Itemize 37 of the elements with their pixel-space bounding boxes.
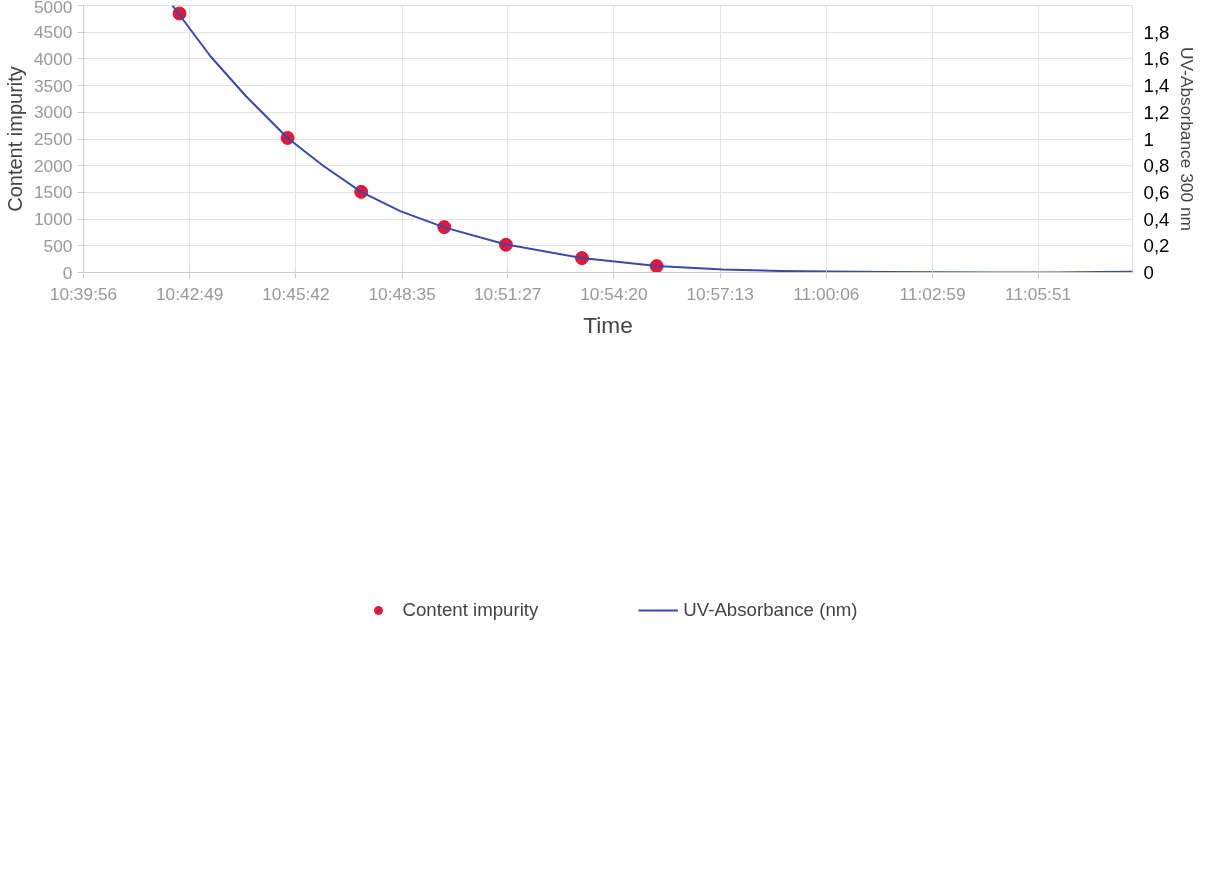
legend-label: Content impurity	[402, 599, 539, 621]
y-tick-label: 4500	[33, 22, 73, 43]
y-tick-label: 2000	[33, 155, 73, 176]
x-tick-label: 10:39:56	[49, 283, 118, 304]
y2-tick-label: 0	[1143, 262, 1154, 283]
x-tick-label: 10:42:49	[155, 283, 224, 304]
x-tick-label: 11:05:51	[1005, 283, 1072, 304]
x-tick-label: 11:00:06	[793, 283, 860, 304]
line-series	[171, 5, 1133, 273]
y2-tick-label: 0,8	[1143, 155, 1170, 177]
y2-axis-title: UV-Absorbance 300 nm	[1177, 47, 1198, 231]
x-tick-label: 10:54:20	[580, 283, 648, 304]
y-tick-label: 5000	[33, 0, 73, 17]
y-tick-label: 1000	[33, 209, 73, 230]
y2-tick-label: 1,2	[1143, 101, 1170, 123]
x-tick-label: 10:48:35	[368, 283, 436, 304]
y2-tick-label: 1,4	[1143, 75, 1170, 97]
y-tick-label: 0	[62, 262, 73, 283]
x-axis-title: Time	[583, 311, 633, 338]
x-tick-label: 11:02:59	[899, 283, 966, 304]
y-tick-label: 4000	[33, 48, 73, 69]
y2-tick-label: 1,8	[1143, 21, 1170, 43]
x-tick-label: 10:57:13	[686, 283, 754, 304]
y2-tick-label: 0,2	[1143, 235, 1170, 257]
y-tick-label: 3000	[33, 102, 73, 123]
x-tick-label: 10:45:42	[262, 283, 330, 304]
y-tick-label: 1500	[33, 182, 73, 203]
y2-tick-label: 0,6	[1143, 181, 1170, 203]
y2-tick-label: 0,4	[1143, 208, 1170, 230]
y-tick-label: 2500	[33, 129, 73, 149]
y-axis-title: Content impurity	[3, 66, 26, 212]
y2-tick-label: 1,6	[1143, 48, 1170, 70]
x-tick-label: 10:51:27	[473, 283, 542, 304]
y-tick-label: 500	[43, 235, 73, 256]
y-tick-label: 3500	[33, 75, 73, 96]
y2-tick-label: 1	[1143, 128, 1154, 150]
legend-label: UV-Absorbance (nm)	[683, 599, 858, 621]
